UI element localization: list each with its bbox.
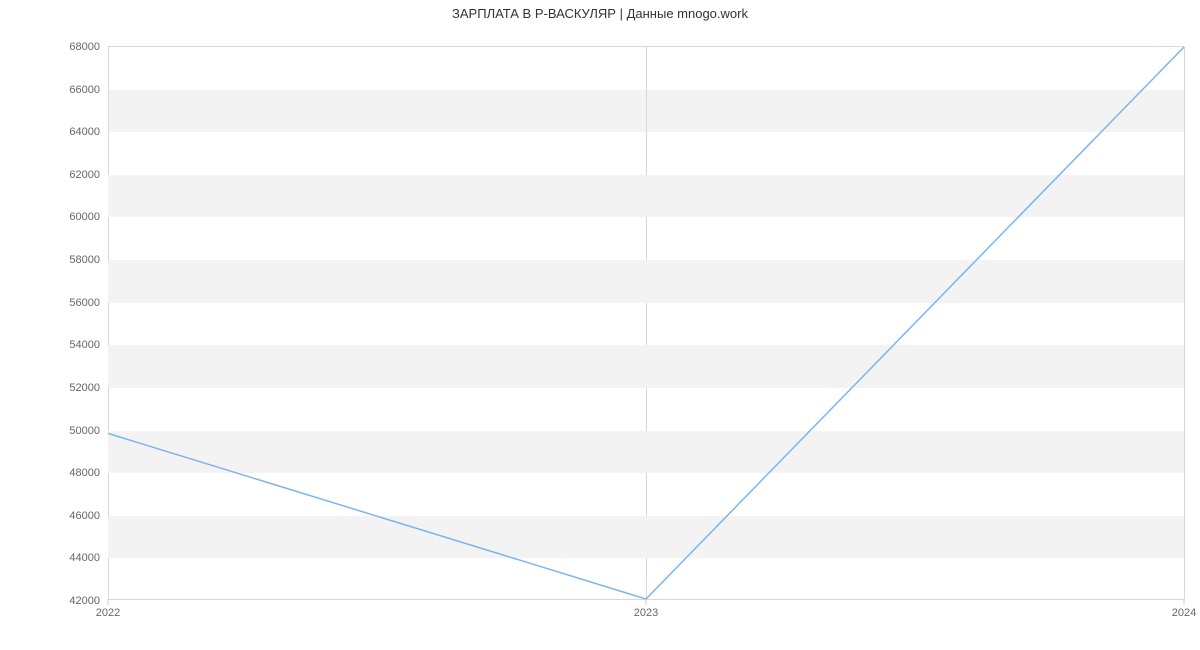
y-tick-label: 58000 xyxy=(69,254,108,266)
line-layer xyxy=(108,47,1184,599)
y-tick-label: 48000 xyxy=(69,467,108,479)
plot-area: 4200044000460004800050000520005400056000… xyxy=(108,46,1184,600)
series-line xyxy=(108,47,1184,599)
y-tick-label: 64000 xyxy=(69,126,108,138)
x-tick-label: 2023 xyxy=(634,599,658,619)
x-tick-label: 2022 xyxy=(96,599,120,619)
y-tick-label: 52000 xyxy=(69,382,108,394)
y-tick-label: 68000 xyxy=(69,41,108,53)
y-tick-label: 46000 xyxy=(69,510,108,522)
chart-title: ЗАРПЛАТА В Р-ВАСКУЛЯР | Данные mnogo.wor… xyxy=(0,6,1200,21)
y-tick-label: 50000 xyxy=(69,425,108,437)
salary-line-chart: ЗАРПЛАТА В Р-ВАСКУЛЯР | Данные mnogo.wor… xyxy=(0,0,1200,650)
y-tick-label: 66000 xyxy=(69,84,108,96)
x-tick-label: 2024 xyxy=(1172,599,1196,619)
y-tick-label: 60000 xyxy=(69,211,108,223)
y-tick-label: 56000 xyxy=(69,297,108,309)
y-tick-label: 62000 xyxy=(69,169,108,181)
y-tick-label: 44000 xyxy=(69,552,108,564)
x-grid-line xyxy=(1184,47,1185,599)
y-tick-label: 54000 xyxy=(69,339,108,351)
